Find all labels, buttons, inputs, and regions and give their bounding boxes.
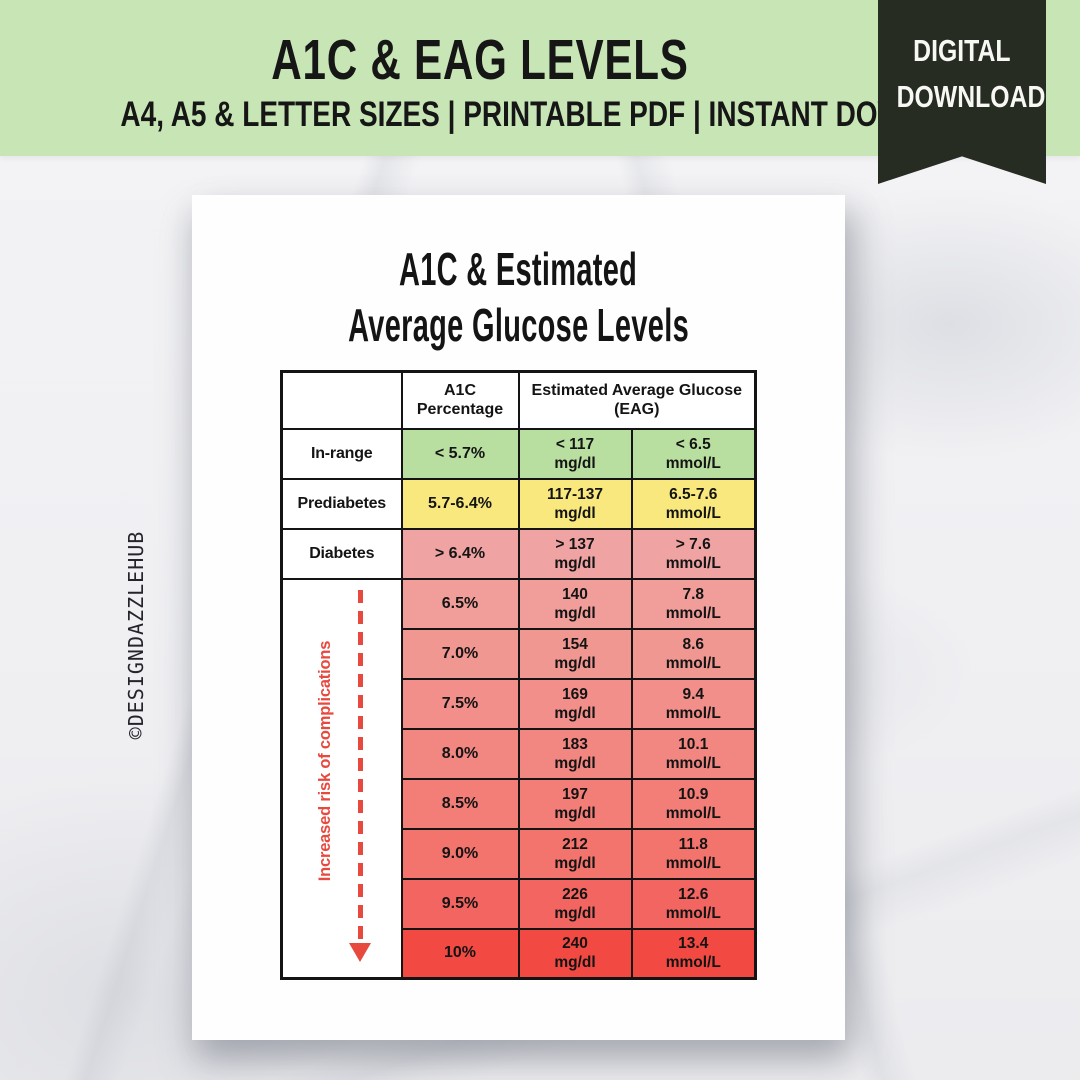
a1c-cell: < 5.7% [400, 427, 520, 480]
a1c-cell: 7.0% [400, 627, 520, 680]
mgdl-cell: > 137 mg/dl [517, 527, 633, 580]
table-row-9-0: 9.0% 212 mg/dl 11.8 mmol/L [282, 827, 757, 880]
row-label: Prediabetes [280, 477, 403, 530]
a1c-cell: 5.7-6.4% [400, 477, 520, 530]
banner-subtitle: A4, A5 & LETTER SIZES | PRINTABLE PDF | … [10, 95, 1003, 135]
mmol-cell: 6.5-7.6 mmol/L [630, 477, 757, 530]
mgdl-cell: 197 mg/dl [517, 777, 633, 830]
mmol-cell: 10.9 mmol/L [630, 777, 757, 830]
ribbon-line-2: DOWNLOAD [896, 79, 1046, 114]
mmol-cell: 9.4 mmol/L [630, 677, 757, 730]
a1c-cell: 7.5% [400, 677, 520, 730]
ribbon-line-1: DIGITAL [913, 33, 1011, 68]
table-row-diabetes: Diabetes > 6.4% > 137 mg/dl > 7.6 mmol/L [280, 527, 757, 580]
a1c-cell: 9.5% [400, 877, 520, 930]
document-paper: A1C & Estimated Average Glucose Levels A… [192, 195, 845, 1040]
mmol-cell: > 7.6 mmol/L [630, 527, 757, 580]
table-row-7-5: 7.5% 169 mg/dl 9.4 mmol/L [282, 677, 757, 730]
mmol-cell: 7.8 mmol/L [630, 577, 757, 630]
banner-title: A1C & EAG LEVELS [10, 30, 950, 90]
mmol-cell: 10.1 mmol/L [630, 727, 757, 780]
mmol-cell: 12.6 mmol/L [630, 877, 757, 930]
a1c-cell: 6.5% [400, 577, 520, 630]
mgdl-cell: 169 mg/dl [517, 677, 633, 730]
mmol-cell: 13.4 mmol/L [630, 927, 757, 980]
mmol-cell: 11.8 mmol/L [630, 827, 757, 880]
table-row-in-range: In-range < 5.7% < 117 mg/dl < 6.5 mmol/L [280, 427, 757, 480]
mgdl-cell: 140 mg/dl [517, 577, 633, 630]
mgdl-cell: 183 mg/dl [517, 727, 633, 780]
digital-download-ribbon: DIGITAL DOWNLOAD [878, 0, 1046, 184]
table-row-8-5: 8.5% 197 mg/dl 10.9 mmol/L [282, 777, 757, 830]
mmol-cell: < 6.5 mmol/L [630, 427, 757, 480]
mgdl-cell: 117-137 mg/dl [517, 477, 633, 530]
risk-label: Increased risk of complications [316, 640, 334, 881]
banner-content: A1C & EAG LEVELS A4, A5 & LETTER SIZES |… [0, 0, 1080, 186]
mgdl-cell: 154 mg/dl [517, 627, 633, 680]
banner-subtitle-text: A4, A5 & LETTER SIZES | PRINTABLE PDF | … [120, 95, 1004, 134]
a1c-cell: 10% [400, 927, 520, 980]
risk-arrowhead-icon [349, 942, 371, 962]
a1c-cell: 8.0% [400, 727, 520, 780]
row-label: Diabetes [280, 527, 403, 580]
table-row-7-0: 7.0% 154 mg/dl 8.6 mmol/L [282, 627, 757, 680]
banner-title-text: A1C & EAG LEVELS [271, 28, 689, 92]
mgdl-cell: < 117 mg/dl [517, 427, 633, 480]
mmol-cell: 8.6 mmol/L [630, 627, 757, 680]
table-row-10: 10% 240 mg/dl 13.4 mmol/L [282, 927, 757, 980]
table-row-6-5: Increased risk of complications 6.5% 140… [280, 577, 757, 980]
a1c-cell: > 6.4% [400, 527, 520, 580]
poster-title-line-1: A1C & Estimated [399, 243, 638, 295]
a1c-cell: 9.0% [400, 827, 520, 880]
header-eag: Estimated Average Glucose (EAG) [517, 370, 757, 430]
table-row-9-5: 9.5% 226 mg/dl 12.6 mmol/L [282, 877, 757, 930]
poster-title-line-2: Average Glucose Levels [348, 299, 689, 351]
header-corner-cell [280, 370, 403, 430]
header-a1c: A1C Percentage [400, 370, 520, 430]
a1c-cell: 8.5% [400, 777, 520, 830]
table-row-prediabetes: Prediabetes 5.7-6.4% 117-137 mg/dl 6.5-7… [280, 477, 757, 530]
risk-dashed-arrow-line [358, 589, 363, 945]
a1c-eag-table: A1C Percentage Estimated Average Glucose… [280, 370, 758, 980]
mgdl-cell: 226 mg/dl [517, 877, 633, 930]
mgdl-cell: 212 mg/dl [517, 827, 633, 880]
row-label: In-range [280, 427, 403, 480]
table-header-row: A1C Percentage Estimated Average Glucose… [280, 370, 757, 430]
risk-arrow-cell: Increased risk of complications [280, 577, 403, 980]
table-row-8-0: 8.0% 183 mg/dl 10.1 mmol/L [282, 727, 757, 780]
watermark-text: ©DESIGNDAZZLEHUB [124, 530, 148, 740]
mgdl-cell: 240 mg/dl [517, 927, 633, 980]
